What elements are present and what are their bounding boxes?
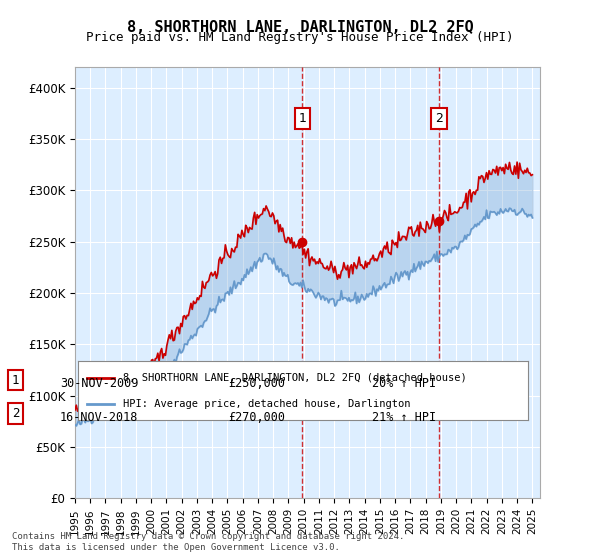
- Text: 8, SHORTHORN LANE, DARLINGTON, DL2 2FQ: 8, SHORTHORN LANE, DARLINGTON, DL2 2FQ: [127, 20, 473, 35]
- Text: 8, SHORTHORN LANE, DARLINGTON, DL2 2FQ (detached house): 8, SHORTHORN LANE, DARLINGTON, DL2 2FQ (…: [123, 372, 467, 382]
- Text: 2: 2: [435, 112, 443, 125]
- Text: 2: 2: [12, 407, 19, 420]
- Text: 1: 1: [298, 112, 307, 125]
- Text: Price paid vs. HM Land Registry's House Price Index (HPI): Price paid vs. HM Land Registry's House …: [86, 31, 514, 44]
- Text: 1: 1: [12, 374, 19, 386]
- Text: Contains HM Land Registry data © Crown copyright and database right 2024.
This d: Contains HM Land Registry data © Crown c…: [12, 532, 404, 552]
- Text: £270,000: £270,000: [228, 410, 285, 424]
- Text: 20% ↑ HPI: 20% ↑ HPI: [372, 377, 436, 390]
- Text: 30-NOV-2009: 30-NOV-2009: [60, 377, 139, 390]
- Text: £250,000: £250,000: [228, 377, 285, 390]
- Text: HPI: Average price, detached house, Darlington: HPI: Average price, detached house, Darl…: [123, 399, 410, 409]
- Text: 21% ↑ HPI: 21% ↑ HPI: [372, 410, 436, 424]
- Text: 16-NOV-2018: 16-NOV-2018: [60, 410, 139, 424]
